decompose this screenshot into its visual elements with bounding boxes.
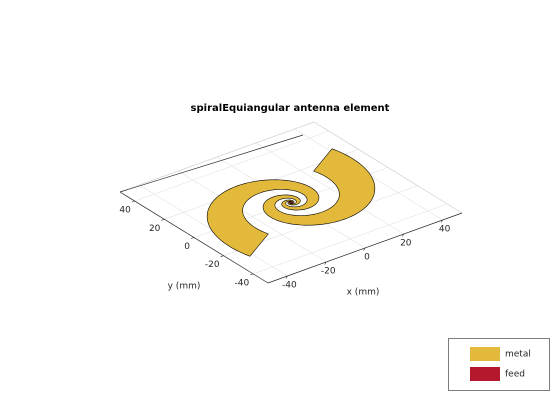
- spiral-arm: [262, 148, 376, 226]
- y-tick-label: 20: [149, 224, 161, 234]
- y-tick-label: -20: [205, 260, 220, 270]
- legend-box: [448, 338, 550, 391]
- tick-mark: [131, 200, 135, 203]
- axis-line: [313, 121, 463, 214]
- x-axis-label: x (mm): [347, 288, 380, 298]
- axis-line: [267, 212, 463, 284]
- legend-swatch: [470, 347, 500, 361]
- y-tick-label: -40: [234, 278, 249, 288]
- grid-line: [253, 203, 448, 275]
- y-tick-label: 0: [184, 242, 190, 252]
- spiral-arm: [206, 179, 320, 257]
- grid-line: [134, 130, 329, 202]
- axis-line: [119, 121, 315, 193]
- chart-title: spiralEquiangular antenna element: [191, 103, 390, 114]
- tick-mark: [161, 219, 165, 221]
- x-tick-label: 20: [400, 239, 412, 249]
- axis-line: [119, 191, 269, 284]
- tick-mark: [190, 237, 195, 239]
- tick-mark: [250, 273, 254, 276]
- tick-mark: [220, 255, 224, 257]
- x-tick-label: 0: [364, 253, 370, 263]
- y-tick-label: 40: [119, 206, 131, 216]
- legend-label: feed: [505, 370, 525, 380]
- legend-label: metal: [505, 350, 531, 360]
- x-tick-label: 40: [439, 225, 451, 235]
- feed: [288, 201, 294, 204]
- y-axis-label: y (mm): [168, 282, 201, 292]
- axis-line: [119, 134, 304, 193]
- x-tick-label: -40: [282, 281, 297, 291]
- legend-swatch: [470, 367, 500, 381]
- x-tick-label: -20: [321, 267, 336, 277]
